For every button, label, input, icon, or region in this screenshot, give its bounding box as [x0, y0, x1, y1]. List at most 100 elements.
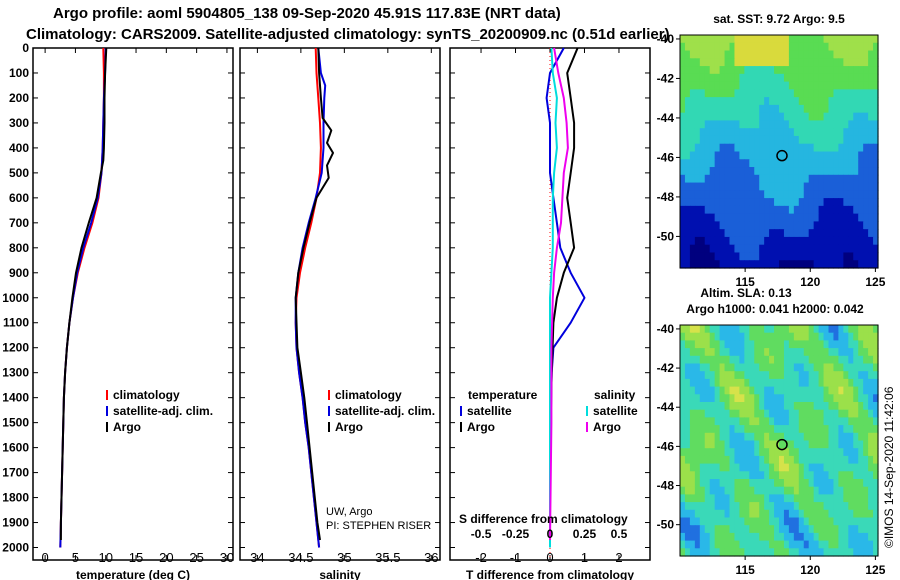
- sst_map-cell: [704, 35, 711, 44]
- sla_map-cell: [709, 509, 716, 519]
- sla_map-cell: [744, 525, 750, 534]
- sst_map-cell: [863, 58, 869, 67]
- sst_map-cell: [818, 174, 825, 184]
- sst_map-x-tick-label: 115: [735, 275, 755, 289]
- sla_map-cell: [838, 448, 844, 457]
- sst_map-cell: [680, 97, 686, 106]
- sla_map-cell: [774, 425, 780, 434]
- sst_map-cell: [719, 221, 726, 230]
- sst_map-cell: [764, 50, 770, 59]
- sst_map-cell: [704, 244, 711, 254]
- sst_map-cell: [680, 260, 686, 269]
- sla_map-cell: [699, 348, 706, 357]
- sst_map-cell: [833, 221, 839, 230]
- sla_map-cell: [798, 517, 805, 526]
- difference-x-axis-label: T difference from climatology: [466, 568, 634, 580]
- sst_map-cell: [744, 151, 750, 160]
- sst_map-cell: [724, 174, 731, 184]
- sst_map-cell: [694, 135, 701, 145]
- sla_map-cell: [704, 371, 711, 380]
- sla_map-cell: [699, 486, 706, 495]
- sst_map-cell: [838, 221, 844, 230]
- sst_map-cell: [818, 35, 825, 44]
- sla_map-cell: [774, 409, 780, 418]
- sst_map-cell: [744, 198, 750, 207]
- sst_map-cell: [699, 120, 706, 129]
- sst_map-cell: [813, 97, 820, 106]
- sla_map-cell: [709, 332, 716, 341]
- sst_map-cell: [873, 50, 879, 59]
- sst_map-cell: [818, 89, 825, 98]
- sst_map-cell: [843, 205, 849, 215]
- sla_map-cell: [843, 332, 849, 341]
- sla_map-cell: [709, 348, 716, 357]
- sst_map-cell: [868, 236, 874, 246]
- sla_map-cell: [759, 479, 765, 488]
- sst_map-cell: [754, 236, 760, 246]
- sst_map-cell: [714, 174, 721, 184]
- sst_map-cell: [704, 73, 711, 83]
- sla_map-cell: [779, 402, 785, 411]
- sst_map-cell: [699, 159, 706, 168]
- sst_map-cell: [803, 167, 810, 176]
- sst_map-cell: [779, 260, 785, 269]
- sst_map-cell: [788, 252, 795, 261]
- sla_map-cell: [699, 425, 706, 434]
- sst_map-cell: [868, 205, 874, 215]
- sst_map-cell: [754, 35, 760, 44]
- sst_map-cell: [689, 167, 696, 176]
- difference-legend-label: satellite: [467, 404, 512, 418]
- sst_map-cell: [739, 120, 745, 129]
- sst_map-cell: [709, 236, 716, 246]
- sst_map-cell: [863, 167, 869, 176]
- sst_map-cell: [769, 260, 775, 269]
- sla_map-cell: [828, 394, 835, 403]
- sla_map-cell: [694, 517, 701, 526]
- sla_map-cell: [714, 440, 721, 449]
- sla_map-cell: [818, 348, 825, 357]
- sst_map-cell: [793, 159, 800, 168]
- sst_map-cell: [858, 236, 864, 246]
- sst_map-cell: [680, 81, 686, 90]
- sla_map-cell: [714, 548, 721, 557]
- sst_map-cell: [808, 167, 815, 176]
- sla_map-cell: [719, 409, 726, 418]
- sla_map-cell: [739, 363, 745, 372]
- sla_map-cell: [788, 486, 795, 495]
- sla_map-cell: [694, 509, 701, 519]
- sla_map-cell: [828, 340, 835, 349]
- sst_map-cell: [858, 42, 864, 52]
- sst_map-cell: [749, 73, 755, 83]
- sla_map-cell: [783, 355, 790, 365]
- sla_map-cell: [783, 417, 790, 426]
- sla_map-cell: [689, 440, 696, 449]
- sst_map-cell: [873, 58, 879, 67]
- sst_map-cell: [853, 205, 859, 215]
- sst_map-cell: [754, 42, 760, 52]
- sla_map-cell: [724, 517, 731, 526]
- sla_map-cell: [689, 325, 696, 334]
- sst_map-cell: [868, 221, 874, 230]
- sla_map-cell: [774, 394, 780, 403]
- sla_map-cell: [709, 325, 716, 334]
- sst_map-cell: [868, 213, 874, 222]
- sst_map-cell: [769, 104, 775, 114]
- sst_map-cell: [798, 120, 805, 129]
- sst_map-cell: [774, 190, 780, 199]
- sst_map-cell: [858, 174, 864, 184]
- sst_map-cell: [739, 151, 745, 160]
- sst_map-cell: [729, 58, 736, 67]
- sst_map-cell: [818, 213, 825, 222]
- sla_map-cell: [759, 355, 765, 365]
- sla_map-cell: [808, 425, 815, 434]
- sla_map-cell: [868, 548, 874, 557]
- sst_map-cell: [873, 159, 879, 168]
- sla_map-cell: [808, 540, 815, 549]
- sst_map-cell: [783, 35, 790, 44]
- sst_map-cell: [754, 205, 760, 215]
- sla_map-cell: [744, 378, 750, 388]
- sst_map-cell: [868, 112, 874, 122]
- sla_map-cell: [744, 363, 750, 372]
- sst_map-cell: [769, 73, 775, 83]
- sst_map-cell: [739, 73, 745, 83]
